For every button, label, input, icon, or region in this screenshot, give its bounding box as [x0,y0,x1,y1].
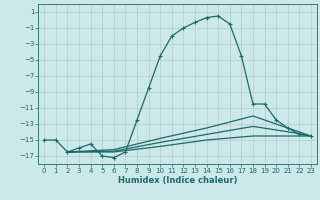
X-axis label: Humidex (Indice chaleur): Humidex (Indice chaleur) [118,176,237,185]
